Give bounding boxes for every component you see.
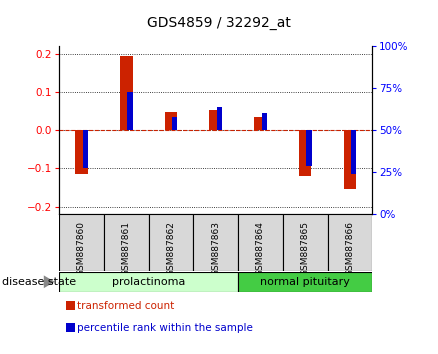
Bar xyxy=(351,130,357,174)
Bar xyxy=(165,112,177,130)
Text: transformed count: transformed count xyxy=(77,301,174,311)
Bar xyxy=(148,214,193,271)
Bar xyxy=(238,272,372,292)
Bar xyxy=(75,130,88,174)
Text: GSM887862: GSM887862 xyxy=(166,221,176,276)
Text: GSM887864: GSM887864 xyxy=(256,221,265,276)
Text: normal pituitary: normal pituitary xyxy=(260,277,350,287)
Text: GDS4859 / 32292_at: GDS4859 / 32292_at xyxy=(147,16,291,30)
Text: GSM887865: GSM887865 xyxy=(301,221,310,276)
Bar xyxy=(283,214,328,271)
Bar xyxy=(193,214,238,271)
Bar xyxy=(59,214,104,271)
Text: GSM887863: GSM887863 xyxy=(211,221,220,276)
Bar xyxy=(127,92,133,130)
Text: GSM887860: GSM887860 xyxy=(77,221,86,276)
Text: percentile rank within the sample: percentile rank within the sample xyxy=(77,323,253,333)
Bar xyxy=(83,130,88,168)
Polygon shape xyxy=(44,275,55,288)
Bar xyxy=(172,117,177,130)
Bar xyxy=(209,110,222,130)
Bar xyxy=(238,214,283,271)
Bar xyxy=(254,117,267,130)
Bar xyxy=(328,214,372,271)
Text: GSM887861: GSM887861 xyxy=(122,221,131,276)
Text: GSM887866: GSM887866 xyxy=(346,221,354,276)
Bar xyxy=(59,272,238,292)
Bar xyxy=(344,130,356,189)
Bar xyxy=(299,130,311,176)
Text: prolactinoma: prolactinoma xyxy=(112,277,185,287)
Bar xyxy=(120,56,133,130)
Bar xyxy=(104,214,148,271)
Bar xyxy=(261,113,267,130)
Bar xyxy=(66,301,75,310)
Text: disease state: disease state xyxy=(2,277,76,287)
Bar xyxy=(306,130,311,166)
Bar xyxy=(66,323,75,332)
Bar xyxy=(217,107,222,130)
